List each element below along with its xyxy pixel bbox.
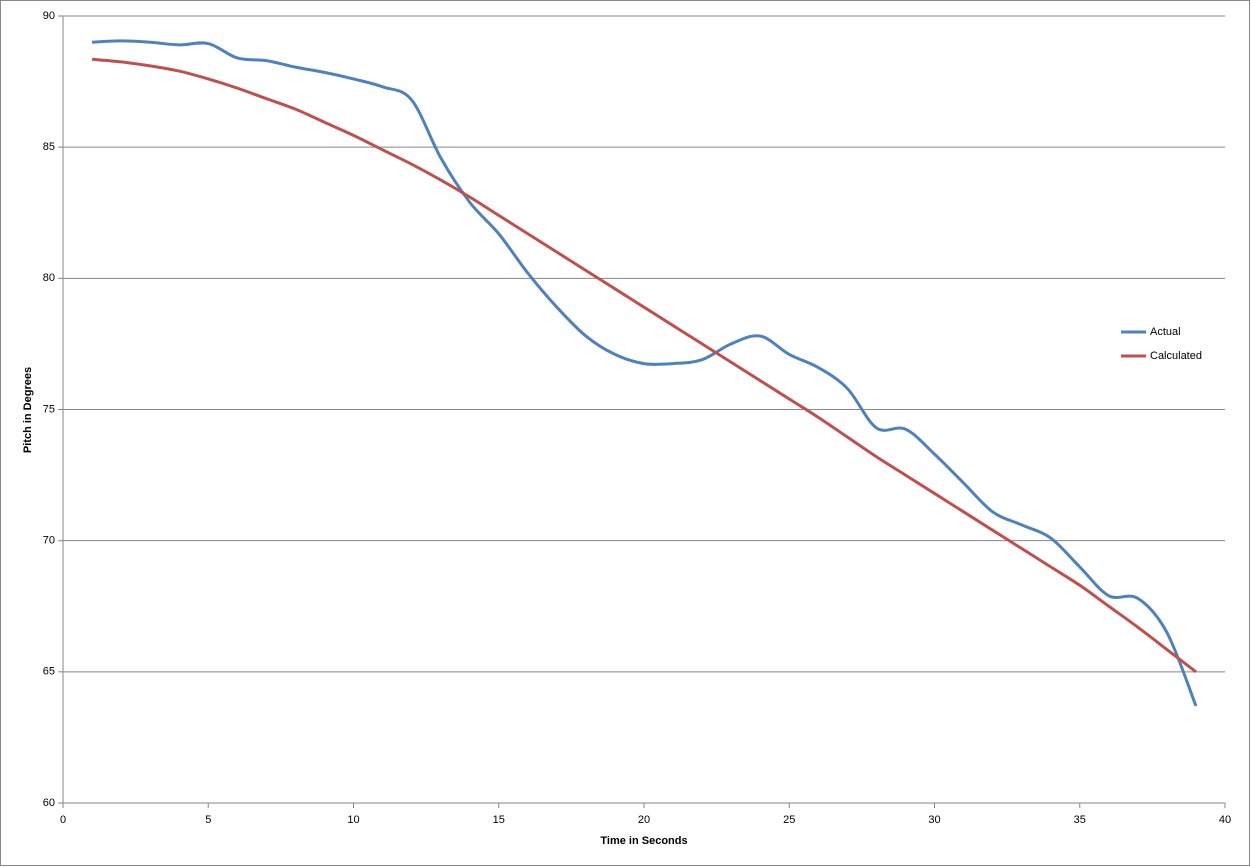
y-axis-title: Pitch in Degrees: [22, 367, 34, 453]
x-tick-label: 5: [205, 814, 211, 826]
x-axis-title: Time in Seconds: [600, 835, 687, 847]
y-tick-label: 65: [43, 666, 55, 678]
x-tick-label: 20: [638, 814, 650, 826]
x-tick-label: 30: [928, 814, 940, 826]
y-tick-label: 85: [43, 141, 55, 153]
y-tick-label: 90: [43, 10, 55, 22]
y-tick-label: 60: [43, 797, 55, 809]
x-tick-label: 0: [60, 814, 66, 826]
series-line: [91, 57, 1197, 674]
x-tick-label: 35: [1074, 814, 1086, 826]
series-line: [91, 39, 1198, 707]
y-tick-label: 80: [43, 272, 55, 284]
x-tick-label: 15: [493, 814, 505, 826]
legend-label: Actual: [1150, 326, 1181, 338]
y-tick-label: 70: [43, 535, 55, 547]
x-tick-label: 40: [1219, 814, 1231, 826]
legend-label: Calculated: [1150, 350, 1202, 362]
x-tick-label: 25: [783, 814, 795, 826]
y-tick-label: 75: [43, 403, 55, 415]
x-tick-label: 10: [347, 814, 359, 826]
